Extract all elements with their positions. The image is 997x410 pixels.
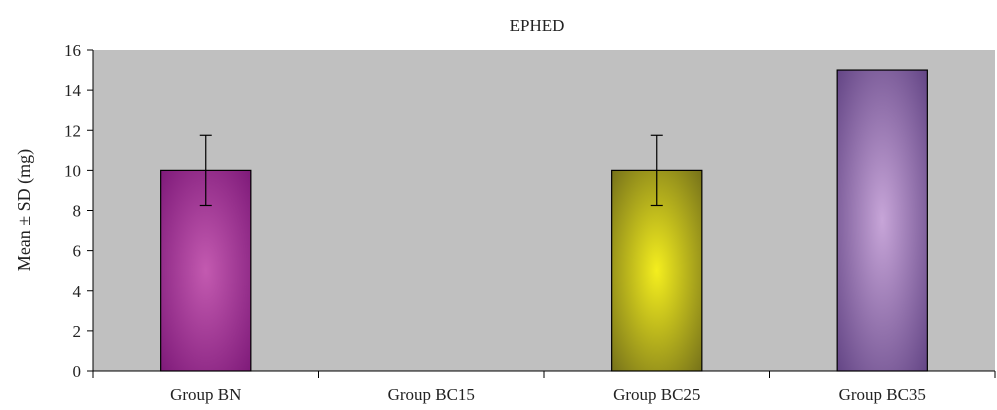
- y-tick-label: 0: [73, 362, 82, 381]
- bar-group-bc35: [836, 69, 928, 372]
- error-bar: [650, 134, 663, 207]
- x-axis: Group BN Group BC15 Group BC25 Group BC35: [92, 370, 996, 404]
- y-tick-label: 8: [73, 202, 82, 221]
- y-tick-label: 14: [64, 81, 82, 100]
- y-tick-label: 16: [64, 41, 81, 60]
- x-tick-label: Group BN: [170, 385, 241, 404]
- bars: [160, 69, 928, 372]
- x-tick-label: Group BC35: [839, 385, 926, 404]
- y-tick-label: 10: [64, 161, 81, 180]
- x-tick-label: Group BC25: [613, 385, 700, 404]
- chart-title: EPHED: [510, 16, 565, 35]
- y-tick-label: 12: [64, 121, 81, 140]
- y-tick-label: 6: [73, 242, 82, 261]
- y-axis-label: Mean ± SD (mg): [14, 149, 35, 271]
- y-tick-label: 2: [73, 322, 82, 341]
- y-tick-label: 4: [73, 282, 82, 301]
- x-tick-label: Group BC15: [388, 385, 475, 404]
- y-axis: 0 2 4 6 8 10 12 14 16: [64, 41, 94, 381]
- error-bar: [199, 134, 212, 207]
